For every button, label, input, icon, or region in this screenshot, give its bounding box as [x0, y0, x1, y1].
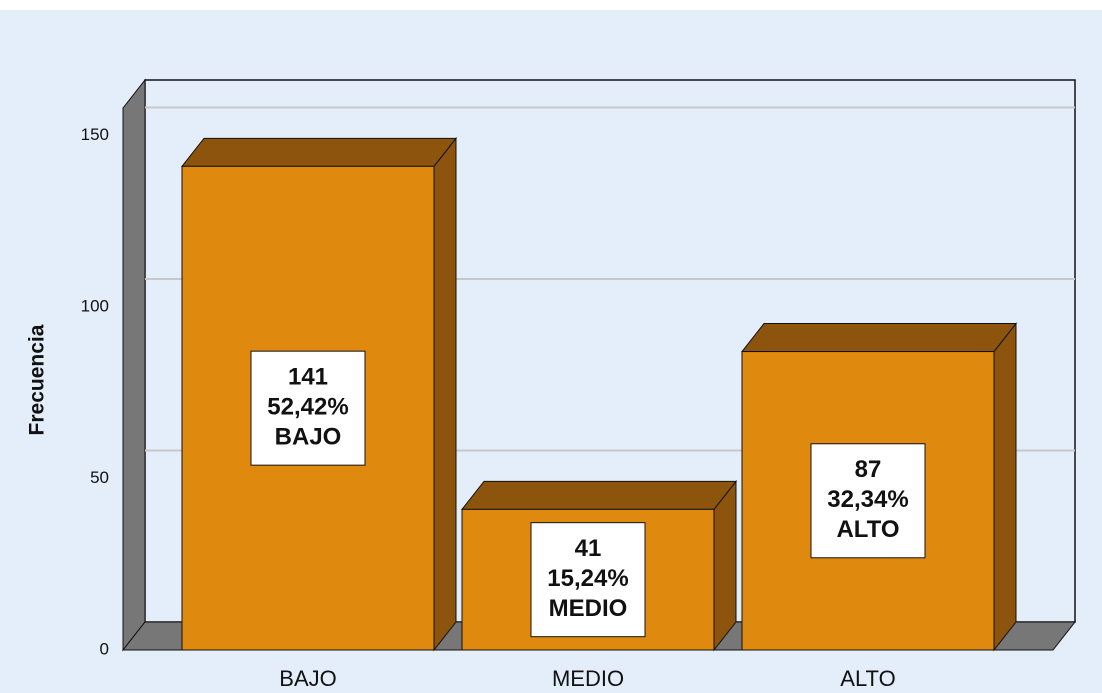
label-box — [530, 522, 646, 638]
bar-top — [460, 480, 738, 510]
bar-top — [740, 323, 1018, 353]
value-label: 141 — [288, 364, 328, 391]
x-tick-label: ALTO — [840, 666, 895, 691]
bar-side — [993, 322, 1017, 652]
bar-side — [713, 479, 737, 652]
bar-side — [433, 136, 457, 652]
y-axis-label: Frecuencia — [26, 324, 49, 435]
y-tick-label: 100 — [81, 296, 109, 315]
percentage-label: 15,24% — [547, 565, 628, 592]
category-label: BAJO — [275, 424, 342, 451]
y-tick-label: 0 — [100, 639, 109, 658]
label-box — [810, 443, 926, 559]
left-wall — [122, 78, 146, 652]
y-tick-label: 150 — [81, 125, 109, 144]
category-label: MEDIO — [549, 595, 628, 622]
x-tick-label: BAJO — [279, 666, 336, 691]
x-tick-label: MEDIO — [552, 666, 624, 691]
value-label: 87 — [855, 456, 882, 483]
value-label: 41 — [575, 535, 602, 562]
percentage-label: 32,34% — [827, 486, 908, 513]
bar-top — [180, 137, 458, 167]
label-box — [250, 350, 366, 466]
y-tick-label: 50 — [90, 468, 109, 487]
category-label: ALTO — [836, 516, 899, 543]
percentage-label: 52,42% — [267, 394, 348, 421]
